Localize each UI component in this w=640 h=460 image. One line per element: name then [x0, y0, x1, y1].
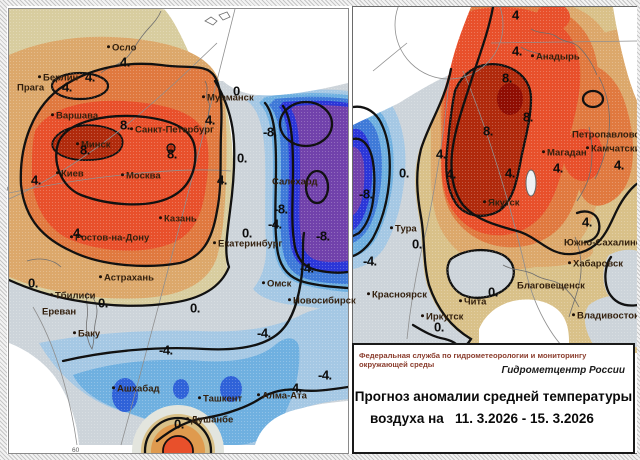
page-border-bottom — [0, 454, 640, 460]
forecast-title-line2: воздуха на 11. 3.2026 - 15. 3.2026 — [370, 411, 594, 426]
map-panel-west — [8, 8, 349, 454]
hydromet-center-line: Гидрометцентр России — [501, 365, 625, 376]
caption-box: Федеральная служба по гидрометеорологии … — [352, 343, 635, 454]
page-border-left — [0, 0, 7, 460]
forecast-title-line1: Прогноз аномалии средней температуры — [354, 389, 633, 404]
page-border-right — [637, 0, 640, 460]
agency-line: Федеральная служба по гидрометеорологии … — [359, 351, 587, 369]
page-border-top — [0, 0, 640, 6]
west-map-graphic — [9, 9, 348, 453]
